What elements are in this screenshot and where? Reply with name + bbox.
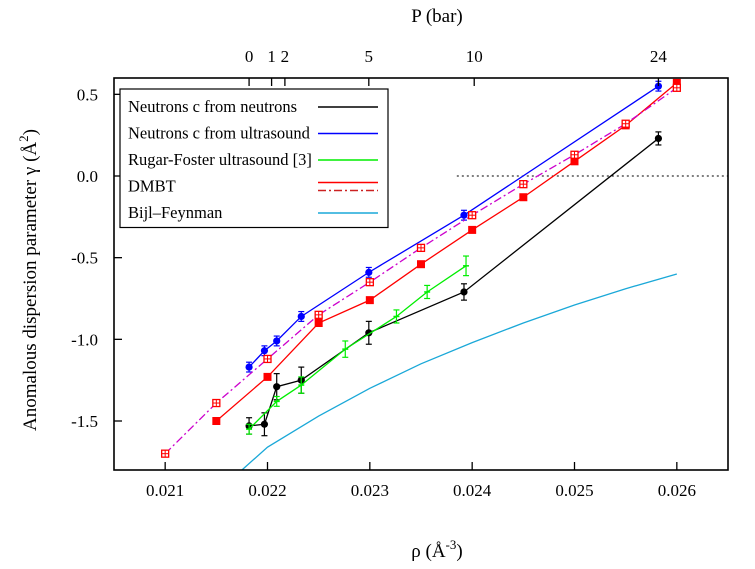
plot-border (113, 77, 729, 471)
data-point (672, 78, 681, 87)
y-axis-label: Anomalous dispersion parameter γ (Å2) (16, 129, 41, 431)
data-point (570, 157, 579, 166)
x-axis-label: ρ (Å-3) (411, 537, 462, 562)
data-point (468, 225, 477, 234)
x-tick-label: 0.021 (146, 481, 184, 500)
legend-box (119, 88, 389, 229)
top-axis: 0 1 2 5 10 24 (245, 47, 668, 66)
top-tick-label: 5 (365, 47, 374, 66)
data-point (365, 296, 374, 305)
y-tick-label: -1.5 (71, 412, 98, 431)
x-axis-label-text: ρ (Å (411, 541, 446, 562)
x-axis-label-superscript: -3 (446, 537, 457, 552)
y-axis-label-end: ) (20, 129, 41, 135)
data-point (654, 82, 663, 90)
data-point (260, 420, 269, 428)
top-tick-label: 1 (267, 47, 276, 66)
y-tick-label: -1.0 (71, 330, 98, 349)
data-point (365, 268, 373, 276)
data-point (260, 347, 269, 355)
x-tick-label: 0.026 (658, 481, 696, 500)
top-tick-label: 10 (466, 47, 483, 66)
data-point (273, 383, 281, 391)
series-line-3 (215, 82, 678, 422)
data-point (273, 337, 281, 345)
y-tick-label: 0.0 (77, 167, 98, 186)
data-layer (161, 78, 681, 470)
x-tick-label: 0.025 (555, 481, 593, 500)
series-line-5 (241, 273, 678, 470)
series-line-2 (248, 265, 467, 430)
top-tick-label: 0 (245, 47, 254, 66)
y-tick-label: -0.5 (71, 249, 98, 268)
data-point (314, 319, 323, 327)
data-point (263, 372, 272, 381)
data-point (519, 193, 528, 202)
plot-frame (113, 77, 729, 471)
tick-layer: 0.021 0.022 0.023 0.024 0.025 0.026 0.5 0.0 -0.5… (71, 78, 696, 500)
x-tick-label: 0.022 (248, 481, 286, 500)
legend-label: Neutrons c from neutrons (128, 97, 297, 116)
data-point (654, 134, 663, 143)
x-axis-label-end: ) (456, 541, 462, 562)
data-point (245, 363, 253, 371)
x-tick-label: 0.023 (351, 481, 389, 500)
y-axis-label-text: Anomalous dispersion parameter γ (Å (20, 142, 41, 431)
series-line-4 (164, 87, 678, 455)
top-tick-label: 2 (281, 47, 290, 66)
data-point (460, 288, 468, 296)
data-point (417, 260, 425, 269)
data-point (460, 211, 468, 219)
data-point (212, 417, 221, 425)
legend-label: Bijl–Feynman (128, 203, 222, 222)
top-tick-label: 24 (650, 47, 668, 66)
legend-label: DMBT (128, 177, 176, 196)
top-axis-label: P (bar) (411, 6, 463, 27)
x-tick-label: 0.024 (453, 481, 492, 500)
legend-label: Rugar-Foster ultrasound [3] (128, 150, 312, 169)
data-point (297, 312, 305, 321)
legend: Neutrons c from neutrons Neutrons c from … (119, 88, 389, 229)
y-tick-label: 0.5 (77, 85, 98, 104)
y-axis-label-superscript: 2 (16, 135, 31, 142)
legend-label: Neutrons c from ultrasound (128, 124, 311, 143)
